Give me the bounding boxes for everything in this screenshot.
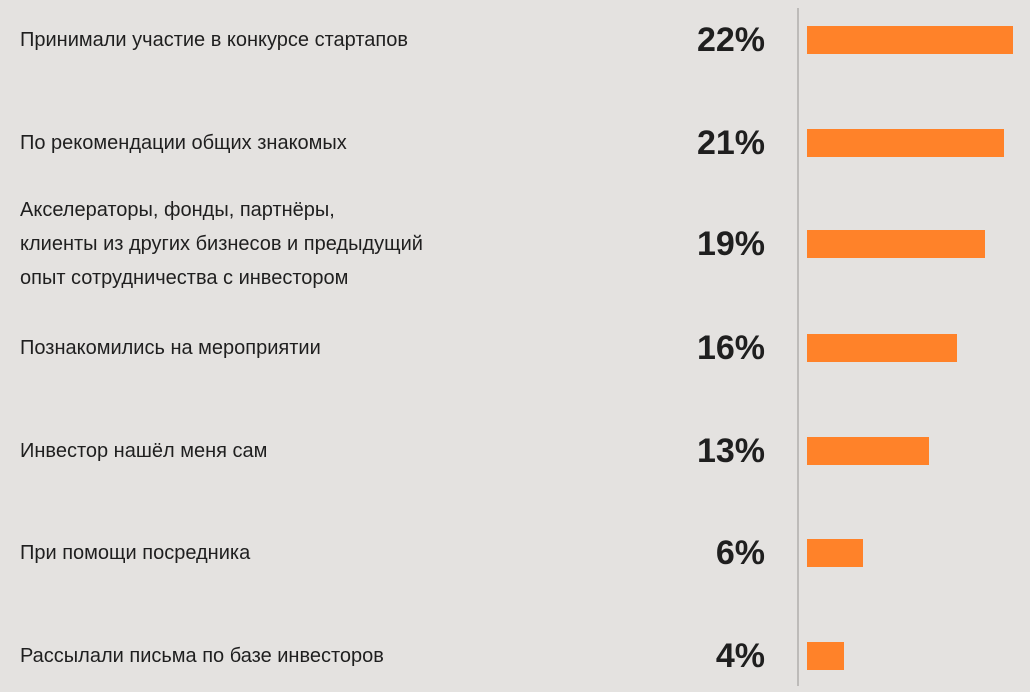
category-label: При помощи посредника — [20, 542, 251, 564]
bar — [807, 129, 1004, 157]
value-label: 19% — [696, 225, 765, 263]
category-label: Акселераторы, фонды, партнёры, клиенты и… — [20, 199, 423, 289]
bar — [807, 437, 929, 465]
value-label: 4% — [715, 637, 765, 675]
category-label: Инвестор нашёл меня сам — [20, 440, 268, 462]
bar — [807, 642, 844, 670]
bar — [807, 334, 957, 362]
category-label: Познакомились на мероприятии — [20, 337, 321, 359]
category-label: Рассылали письма по базе инвесторов — [20, 645, 384, 667]
value-label: 16% — [696, 329, 765, 367]
bar — [807, 230, 985, 258]
value-label: 13% — [696, 432, 765, 470]
bar — [807, 539, 863, 567]
bar-axis-divider — [797, 8, 799, 686]
bar — [807, 26, 1013, 54]
category-label: По рекомендации общих знакомых — [20, 132, 347, 154]
value-label: 21% — [696, 124, 765, 162]
value-label: 22% — [696, 21, 765, 59]
value-label: 6% — [715, 534, 765, 572]
category-label: Принимали участие в конкурсе стартапов — [20, 29, 408, 51]
